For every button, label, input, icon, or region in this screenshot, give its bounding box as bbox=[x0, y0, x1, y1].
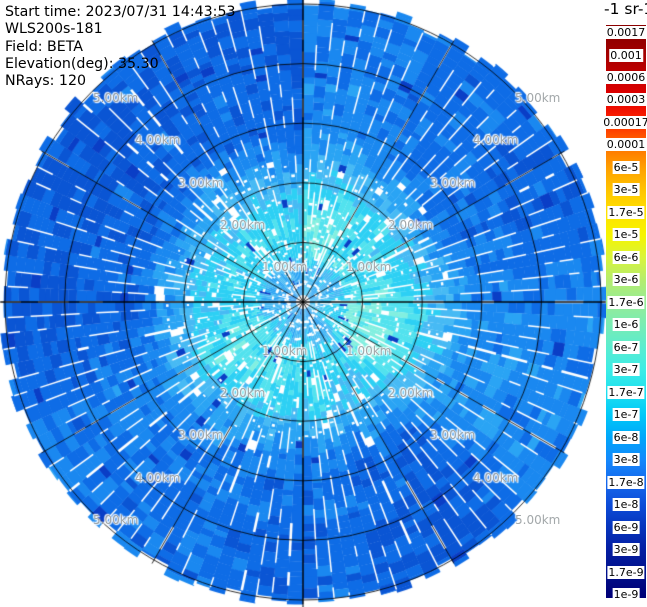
colorbar-tick: 1e-7 bbox=[612, 408, 640, 422]
range-ring-label: 3.00km bbox=[178, 176, 224, 190]
range-ring-label: 5.00km bbox=[515, 91, 561, 105]
colorbar-tick: 3e-8 bbox=[612, 453, 640, 467]
colorbar-tick: 3e-6 bbox=[612, 273, 640, 287]
range-ring-label: 3.00km bbox=[178, 428, 224, 442]
range-ring-label: 1.00km bbox=[346, 260, 392, 274]
range-ring-label: 5.00km bbox=[93, 513, 139, 527]
colorbar-tick: 0.001 bbox=[609, 48, 643, 62]
colorbar-title: -1 sr-1 bbox=[604, 0, 647, 18]
colorbar-tick: 0.0006 bbox=[605, 71, 647, 84]
colorbar-tick: 3e-5 bbox=[612, 183, 640, 197]
colorbar-tick: 3e-9 bbox=[612, 543, 640, 556]
colorbar-tick: 0.00017 bbox=[602, 115, 647, 129]
range-ring-label: 1.00km bbox=[346, 344, 392, 358]
colorbar-tick: 1.7e-5 bbox=[607, 205, 645, 219]
header-nrays: NRays: 120 bbox=[5, 73, 87, 90]
colorbar-tick: 1e-9 bbox=[612, 588, 640, 601]
header-start-time: Start time: 2023/07/31 14:43:53 bbox=[5, 4, 236, 20]
colorbar-tick: 0.0017 bbox=[605, 26, 647, 39]
colorbar-tick: 6e-7 bbox=[612, 340, 640, 354]
colorbar-tick: 1.7e-6 bbox=[607, 295, 645, 309]
range-ring-label: 5.00km bbox=[515, 513, 561, 527]
scan-header: Start time: 2023/07/31 14:43:53 WLS200s-… bbox=[5, 4, 236, 90]
colorbar-tick: 1.7e-9 bbox=[607, 565, 645, 579]
colorbar-tick: 6e-8 bbox=[612, 430, 640, 444]
colorbar-tick: 6e-6 bbox=[612, 250, 640, 264]
colorbar-gradient bbox=[606, 25, 646, 598]
range-ring-label: 3.00km bbox=[430, 176, 476, 190]
range-ring-label: 2.00km bbox=[220, 386, 266, 400]
range-ring-label: 4.00km bbox=[473, 133, 519, 147]
range-ring-label: 4.00km bbox=[135, 133, 181, 147]
header-instrument: WLS200s-181 bbox=[5, 21, 103, 38]
colorbar-tick: 3e-7 bbox=[612, 363, 640, 377]
colorbar-tick: 1e-6 bbox=[612, 318, 640, 332]
colorbar-tick: 0.0001 bbox=[605, 138, 647, 152]
range-ring-label: 2.00km bbox=[220, 218, 266, 232]
colorbar-tick: 1e-8 bbox=[612, 498, 640, 512]
range-ring-label: 4.00km bbox=[135, 471, 181, 485]
range-ring-label: 2.00km bbox=[388, 218, 434, 232]
range-ring-label: 2.00km bbox=[388, 386, 434, 400]
range-ring-label: 5.00km bbox=[93, 91, 139, 105]
colorbar-tick: 6e-5 bbox=[612, 160, 640, 174]
colorbar-tick: 1e-5 bbox=[612, 228, 640, 242]
range-ring-label: 1.00km bbox=[262, 260, 308, 274]
range-ring-label: 1.00km bbox=[262, 344, 308, 358]
range-ring-label: 4.00km bbox=[473, 471, 519, 485]
range-ring-label: 3.00km bbox=[430, 428, 476, 442]
header-field: Field: BETA bbox=[5, 38, 84, 55]
colorbar-tick: 6e-9 bbox=[612, 520, 640, 534]
header-elevation: Elevation(deg): 35.30 bbox=[5, 55, 159, 72]
colorbar-tick: 0.0003 bbox=[605, 93, 647, 107]
colorbar-tick: 1.7e-7 bbox=[607, 385, 645, 399]
colorbar-tick: 1.7e-8 bbox=[607, 475, 645, 489]
